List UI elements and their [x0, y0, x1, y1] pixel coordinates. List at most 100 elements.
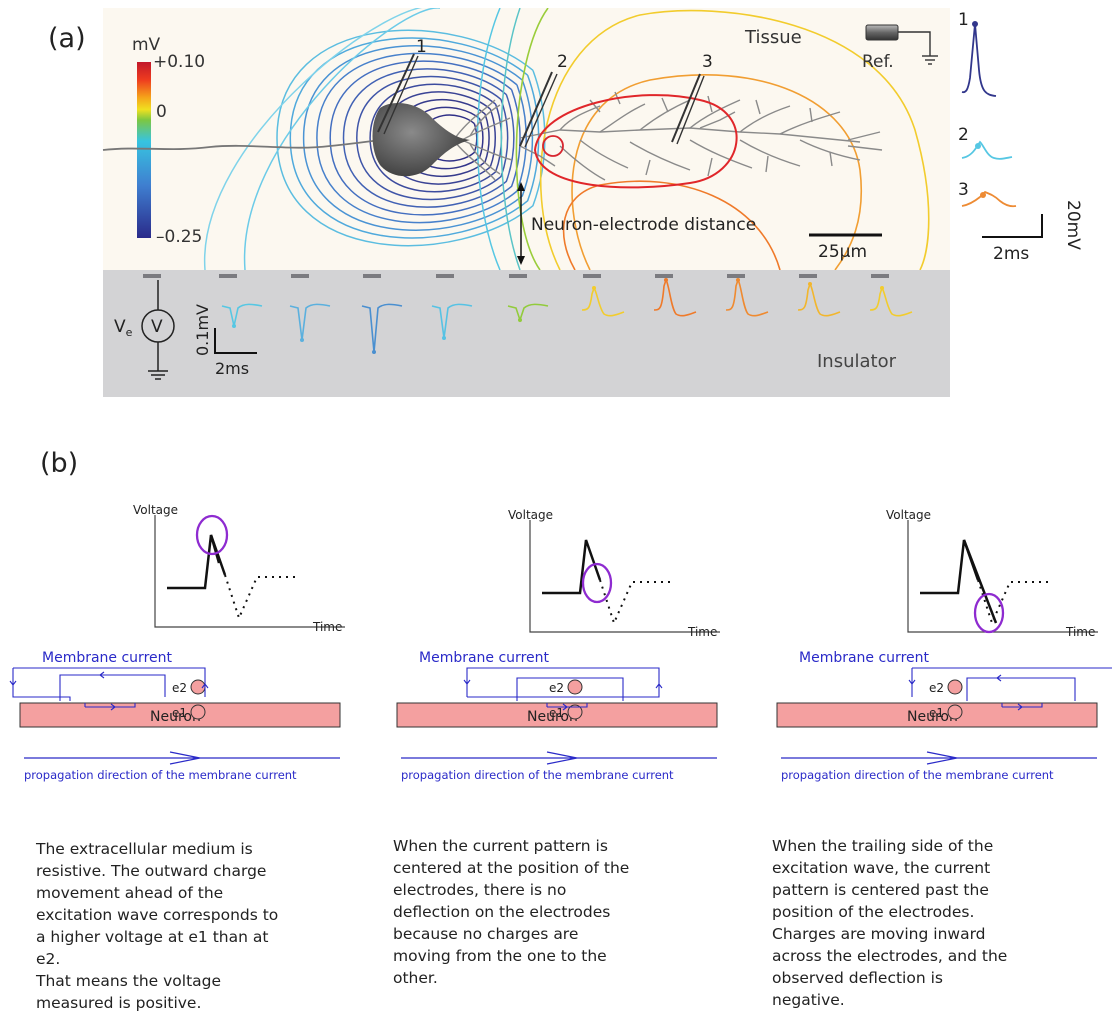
- e2-label: e2: [172, 681, 187, 695]
- membrane-current-label: Membrane current: [42, 650, 173, 666]
- current-arrow: [110, 703, 116, 711]
- extracellular-trace-1: [221, 303, 263, 327]
- neuron-bar: [19, 702, 341, 728]
- current-loop-inner: [59, 674, 166, 708]
- trace-time-scale: 2ms: [993, 244, 1029, 264]
- current-arrow: [9, 680, 17, 686]
- substrate-electrodes: [143, 274, 889, 278]
- propagation-arrow: [24, 751, 340, 765]
- colorbar-max: +0.10: [153, 52, 205, 72]
- trace-1-label: 1: [958, 10, 969, 30]
- panel-b: (b) Voltage Time Membrane current Neuron e2 e…: [9, 448, 1112, 782]
- electrode-e1: [567, 704, 583, 720]
- e1-label: e1: [172, 706, 187, 720]
- e1-label: e1: [549, 706, 564, 720]
- reference-electrode: [865, 24, 938, 65]
- colorbar-zero: 0: [156, 102, 167, 122]
- focus-circle: [195, 514, 229, 556]
- e2-label: e2: [549, 681, 564, 695]
- e2-label: e2: [929, 681, 944, 695]
- panel-a: (a) mV +0.10 0 –0.25 1: [48, 8, 1083, 397]
- neuron-label: Neuron: [527, 709, 578, 725]
- propagation-label: propagation direction of the membrane cu…: [781, 768, 1054, 782]
- action-potential-solid: [167, 534, 227, 590]
- colorbar: [137, 62, 151, 238]
- voltmeter-symbol: [141, 280, 175, 380]
- current-loop-inner: [516, 677, 624, 708]
- e1-label: e1: [929, 706, 944, 720]
- trace-3-marker: [980, 192, 986, 198]
- panel-b-column-1: Voltage Time Membrane current Neuron e2 e1 pro…: [9, 503, 345, 782]
- isopotential-contours: [204, 8, 930, 270]
- tissue-label: Tissue: [744, 27, 802, 48]
- trace-2: [961, 140, 1013, 160]
- voltmeter-glyph: V: [151, 317, 163, 337]
- neuron-label: Neuron: [907, 709, 958, 725]
- trace-voltage-scale: 20mV: [1063, 200, 1083, 250]
- dendrite-highlight-small: [542, 135, 564, 157]
- distance-label: Neuron-electrode distance: [531, 215, 756, 235]
- panel-b-column-3: Voltage Time Membrane current Neuron e2 e1 pro…: [776, 508, 1112, 782]
- propagation-arrow: [781, 751, 1097, 765]
- action-potential-solid: [920, 539, 980, 595]
- voltage-time-axes: [154, 515, 345, 628]
- extracellular-waveforms: [221, 278, 913, 354]
- membrane-current-label: Membrane current: [419, 650, 550, 666]
- neuron-bar: [776, 702, 1098, 728]
- electrode-e1: [947, 704, 963, 720]
- trace-1: [961, 23, 997, 97]
- propagation-arrow: [401, 751, 717, 765]
- electrode-e1: [190, 704, 206, 720]
- insulator-voltage-scale: 0.1mV: [193, 304, 212, 356]
- insulator-label: Insulator: [817, 351, 897, 372]
- current-arrow: [463, 679, 471, 685]
- trace-2-marker: [975, 143, 981, 149]
- electrode-e2: [947, 679, 963, 695]
- propagation-label: propagation direction of the membrane cu…: [401, 768, 674, 782]
- intracellular-traces: [961, 21, 1017, 208]
- trace-1-marker: [972, 21, 978, 27]
- trace-2-label: 2: [958, 125, 969, 145]
- colorbar-min: –0.25: [156, 227, 202, 247]
- extracellular-trace-5: [507, 303, 549, 323]
- extracellular-trace-7: [653, 278, 697, 317]
- extracellular-trace-9: [797, 282, 841, 317]
- description-column-2: When the current pattern is centered at …: [393, 837, 630, 987]
- distance-arrow: [517, 182, 525, 265]
- description-column-3: When the trailing side of the excitation…: [772, 837, 1008, 1009]
- current-arrow: [201, 683, 209, 689]
- action-potential-dotted: [977, 579, 1050, 626]
- electrode-3-label: 3: [702, 52, 713, 72]
- current-arrow: [562, 703, 568, 711]
- current-arrow: [1017, 703, 1023, 711]
- panel-a-label: (a): [48, 23, 86, 54]
- panel-b-column-2: Voltage Time Membrane current Neuron e2 e1 pro…: [396, 508, 720, 782]
- extracellular-trace-10: [869, 286, 913, 317]
- propagation-label: propagation direction of the membrane cu…: [24, 768, 297, 782]
- electrode-e2: [567, 679, 583, 695]
- electrode-2: [519, 71, 558, 148]
- current-loop-inner: [966, 677, 1076, 708]
- electrode-1-label: 1: [416, 37, 427, 57]
- description-column-1: The extracellular medium is resistive. T…: [36, 840, 279, 1012]
- extracellular-trace-3: [361, 303, 403, 353]
- voltage-axis-label: Voltage: [133, 503, 178, 517]
- ve-label: Ve: [114, 317, 133, 339]
- current-arrow: [996, 674, 1002, 682]
- electrode-2-label: 2: [557, 52, 568, 72]
- neuron-label: Neuron: [150, 709, 201, 725]
- dendritic-tree: [454, 91, 883, 181]
- panel-b-label: (b): [40, 448, 78, 479]
- voltage-time-axes: [907, 520, 1098, 633]
- extracellular-trace-4: [431, 303, 473, 339]
- scale-bar-label: 25μm: [818, 242, 867, 262]
- extracellular-trace-6: [581, 286, 625, 317]
- action-potential-dotted: [599, 579, 672, 626]
- focus-circle: [973, 592, 1005, 634]
- voltage-time-axes: [529, 520, 720, 633]
- action-potential-dotted: [224, 574, 297, 621]
- axon: [102, 139, 381, 151]
- current-arrow: [655, 683, 663, 689]
- insulator-time-scale: 2ms: [215, 359, 249, 378]
